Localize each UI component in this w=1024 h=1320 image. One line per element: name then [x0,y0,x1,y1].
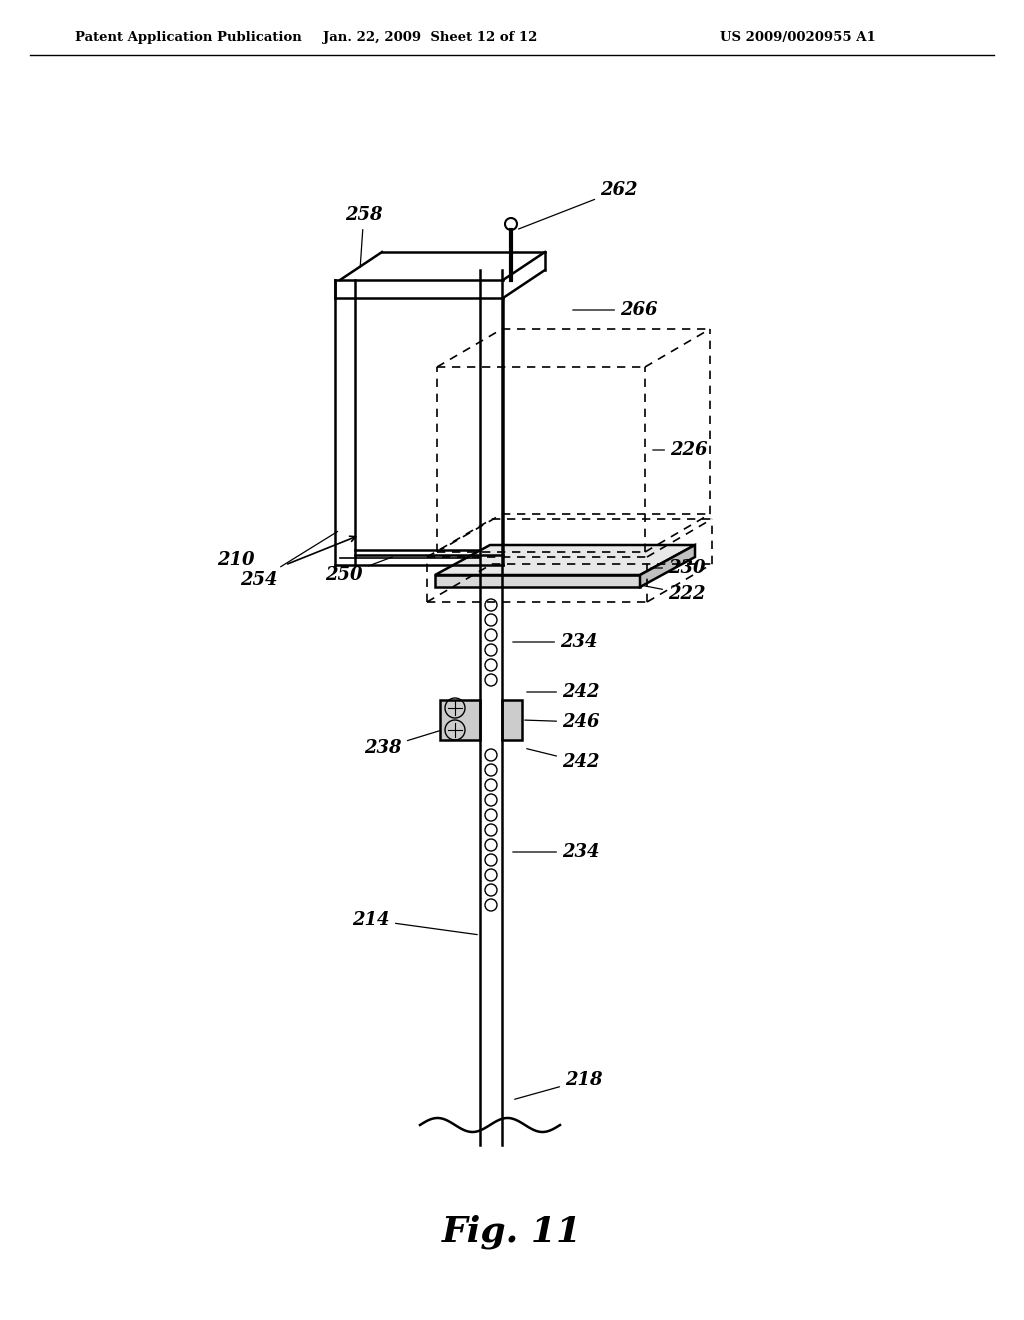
Text: 222: 222 [643,585,706,603]
Text: 242: 242 [526,682,599,701]
Text: 246: 246 [524,713,599,731]
Text: 234: 234 [513,634,597,651]
Text: 262: 262 [518,181,638,228]
Text: 214: 214 [352,911,477,935]
Bar [502,700,522,741]
Polygon shape [435,545,695,576]
Text: 250: 250 [326,557,392,583]
Text: Fig. 11: Fig. 11 [442,1214,582,1249]
Text: US 2009/0020955 A1: US 2009/0020955 A1 [720,30,876,44]
Bar [435,576,640,587]
Text: 254: 254 [241,532,338,589]
Text: Patent Application Publication: Patent Application Publication [75,30,302,44]
Text: 226: 226 [652,441,708,459]
Text: 242: 242 [526,748,599,771]
Bar [440,700,480,741]
Text: 258: 258 [345,206,383,267]
Text: 238: 238 [365,731,439,756]
Polygon shape [640,545,695,587]
Text: 234: 234 [513,843,599,861]
Text: 266: 266 [572,301,657,319]
Text: 218: 218 [515,1071,602,1100]
Text: Jan. 22, 2009  Sheet 12 of 12: Jan. 22, 2009 Sheet 12 of 12 [323,30,538,44]
Text: 230: 230 [651,558,706,577]
Text: 210: 210 [217,550,255,569]
